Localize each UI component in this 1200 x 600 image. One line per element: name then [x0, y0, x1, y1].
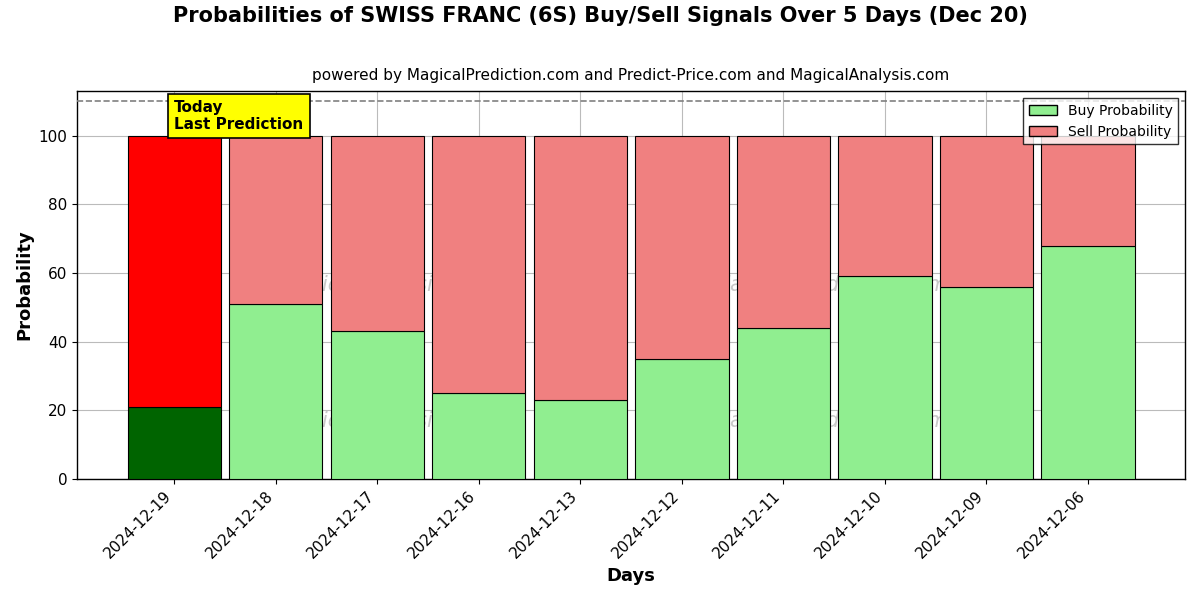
Bar [330, 136, 424, 331]
Bar [737, 328, 830, 479]
Text: MagicalAnalysis.com: MagicalAnalysis.com [278, 410, 496, 431]
Bar [838, 277, 931, 479]
Bar [534, 136, 628, 400]
Bar [127, 407, 221, 479]
Bar [1042, 245, 1135, 479]
Bar [432, 136, 526, 393]
Text: MagicalPrediction.com: MagicalPrediction.com [713, 410, 948, 431]
Bar [940, 136, 1033, 287]
Text: Today
Last Prediction: Today Last Prediction [174, 100, 304, 132]
Bar [127, 136, 221, 407]
Bar [432, 393, 526, 479]
Bar [635, 136, 728, 359]
Bar [838, 136, 931, 277]
Bar [737, 136, 830, 328]
Bar [635, 359, 728, 479]
Text: Probabilities of SWISS FRANC (6S) Buy/Sell Signals Over 5 Days (Dec 20): Probabilities of SWISS FRANC (6S) Buy/Se… [173, 6, 1027, 26]
Bar [1042, 136, 1135, 245]
Bar [229, 304, 323, 479]
Title: powered by MagicalPrediction.com and Predict-Price.com and MagicalAnalysis.com: powered by MagicalPrediction.com and Pre… [312, 68, 949, 83]
Text: MagicalPrediction.com: MagicalPrediction.com [713, 275, 948, 295]
Text: MagicalAnalysis.com: MagicalAnalysis.com [278, 275, 496, 295]
Bar [229, 136, 323, 304]
Y-axis label: Probability: Probability [14, 230, 32, 340]
Legend: Buy Probability, Sell Probability: Buy Probability, Sell Probability [1024, 98, 1178, 144]
X-axis label: Days: Days [607, 567, 655, 585]
Bar [534, 400, 628, 479]
Bar [330, 331, 424, 479]
Bar [940, 287, 1033, 479]
